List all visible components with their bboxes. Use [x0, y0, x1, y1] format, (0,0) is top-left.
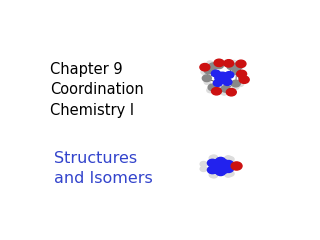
Circle shape: [215, 62, 223, 69]
Circle shape: [220, 167, 228, 173]
Circle shape: [207, 166, 217, 174]
Circle shape: [227, 171, 234, 176]
Circle shape: [209, 172, 216, 178]
Circle shape: [208, 84, 217, 91]
Circle shape: [223, 79, 232, 85]
Circle shape: [226, 89, 236, 96]
Circle shape: [231, 60, 237, 65]
Circle shape: [212, 88, 221, 95]
Text: Chapter 9
Coordination
Chemistry I: Chapter 9 Coordination Chemistry I: [50, 62, 144, 118]
Circle shape: [221, 85, 230, 92]
Circle shape: [200, 162, 207, 167]
Circle shape: [212, 161, 228, 172]
Circle shape: [227, 157, 234, 162]
Circle shape: [232, 68, 241, 74]
Circle shape: [202, 75, 211, 82]
Circle shape: [237, 70, 247, 78]
Circle shape: [234, 62, 243, 69]
Circle shape: [211, 167, 219, 173]
Circle shape: [201, 70, 207, 74]
Circle shape: [224, 161, 234, 168]
Circle shape: [211, 160, 219, 166]
Circle shape: [212, 70, 220, 77]
Circle shape: [211, 155, 218, 160]
Circle shape: [231, 80, 240, 87]
Circle shape: [236, 60, 246, 67]
Circle shape: [209, 63, 218, 70]
Circle shape: [227, 63, 236, 70]
Circle shape: [207, 61, 213, 66]
Circle shape: [220, 160, 228, 166]
Circle shape: [231, 162, 242, 170]
Circle shape: [207, 88, 213, 93]
Circle shape: [209, 155, 216, 161]
Circle shape: [213, 80, 222, 86]
Circle shape: [239, 76, 249, 83]
Circle shape: [216, 157, 226, 165]
Circle shape: [224, 165, 234, 173]
Circle shape: [207, 159, 217, 167]
Circle shape: [214, 59, 224, 66]
Circle shape: [225, 156, 232, 161]
Circle shape: [200, 64, 210, 71]
Circle shape: [204, 67, 213, 74]
Circle shape: [225, 172, 232, 177]
Circle shape: [233, 164, 240, 169]
Circle shape: [224, 60, 234, 67]
Circle shape: [221, 90, 228, 95]
Circle shape: [225, 72, 234, 78]
Circle shape: [216, 168, 226, 175]
Circle shape: [215, 72, 230, 83]
Circle shape: [233, 164, 240, 169]
Circle shape: [204, 80, 211, 84]
Circle shape: [200, 166, 207, 172]
Circle shape: [233, 84, 239, 89]
Circle shape: [237, 82, 244, 86]
Text: Structures
and Isomers: Structures and Isomers: [54, 151, 152, 186]
Circle shape: [211, 173, 218, 178]
